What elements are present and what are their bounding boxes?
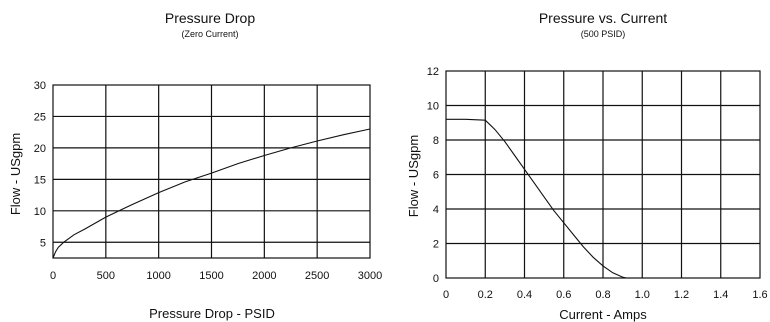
x-tick-label: 0.4 [517, 289, 532, 301]
x-axis-label: Current - Amps [559, 307, 647, 322]
y-tick-label: 0 [433, 273, 439, 285]
y-axis-label: Flow - USgpm [8, 133, 23, 215]
y-tick-label: 25 [34, 111, 46, 123]
x-tick-label: 0 [443, 289, 449, 301]
chart-subtitle: (500 PSID) [581, 29, 626, 39]
x-tick-label: 2500 [305, 270, 329, 282]
tick-labels: 0 500 1000 1500 2000 2500 3000 5 10 15 20 25 30 [34, 80, 382, 282]
tick-labels: 0 0.2 0.4 0.6 0.8 1.0 1.2 1.4 1.6 0 2 4 6 8 10 12 [427, 66, 768, 301]
flow-curve [52, 128, 371, 259]
x-tick-label: 0 [50, 270, 56, 282]
y-axis-label: Flow - USgpm [406, 135, 421, 217]
y-tick-label: 30 [34, 80, 46, 92]
x-tick-label: 1.2 [674, 289, 689, 301]
x-tick-label: 500 [97, 270, 115, 282]
flow-curve [446, 118, 627, 279]
y-tick-label: 2 [433, 239, 439, 251]
x-tick-label: 1.4 [713, 289, 728, 301]
y-tick-label: 10 [427, 101, 439, 113]
x-tick-label: 2000 [252, 270, 276, 282]
chart-title: Pressure vs. Current [539, 10, 667, 26]
grid [52, 84, 371, 259]
x-tick-label: 1.6 [752, 289, 767, 301]
x-tick-label: 1500 [199, 270, 223, 282]
chart-subtitle: (Zero Current) [181, 29, 238, 39]
y-tick-label: 6 [433, 170, 439, 182]
pressure-vs-current-chart: Pressure vs. Current (500 PSID) 0 0.2 0.4 0… [406, 10, 768, 322]
x-tick-label: 3000 [358, 270, 382, 282]
y-tick-label: 5 [40, 237, 46, 249]
y-tick-label: 8 [433, 135, 439, 147]
x-axis-label: Pressure Drop - PSID [149, 306, 275, 321]
pressure-drop-chart: Pressure Drop (Zero Current) 0 500 1000 150… [8, 10, 382, 321]
y-tick-label: 10 [34, 206, 46, 218]
x-tick-label: 1.0 [635, 289, 650, 301]
y-tick-label: 15 [34, 174, 46, 186]
x-tick-label: 0.8 [595, 289, 610, 301]
y-tick-label: 4 [433, 204, 439, 216]
chart-title: Pressure Drop [165, 10, 255, 26]
x-tick-label: 0.6 [556, 289, 571, 301]
grid [445, 70, 761, 279]
x-tick-label: 0.2 [478, 289, 493, 301]
y-tick-label: 12 [427, 66, 439, 78]
y-tick-label: 20 [34, 143, 46, 155]
x-tick-label: 1000 [146, 270, 170, 282]
